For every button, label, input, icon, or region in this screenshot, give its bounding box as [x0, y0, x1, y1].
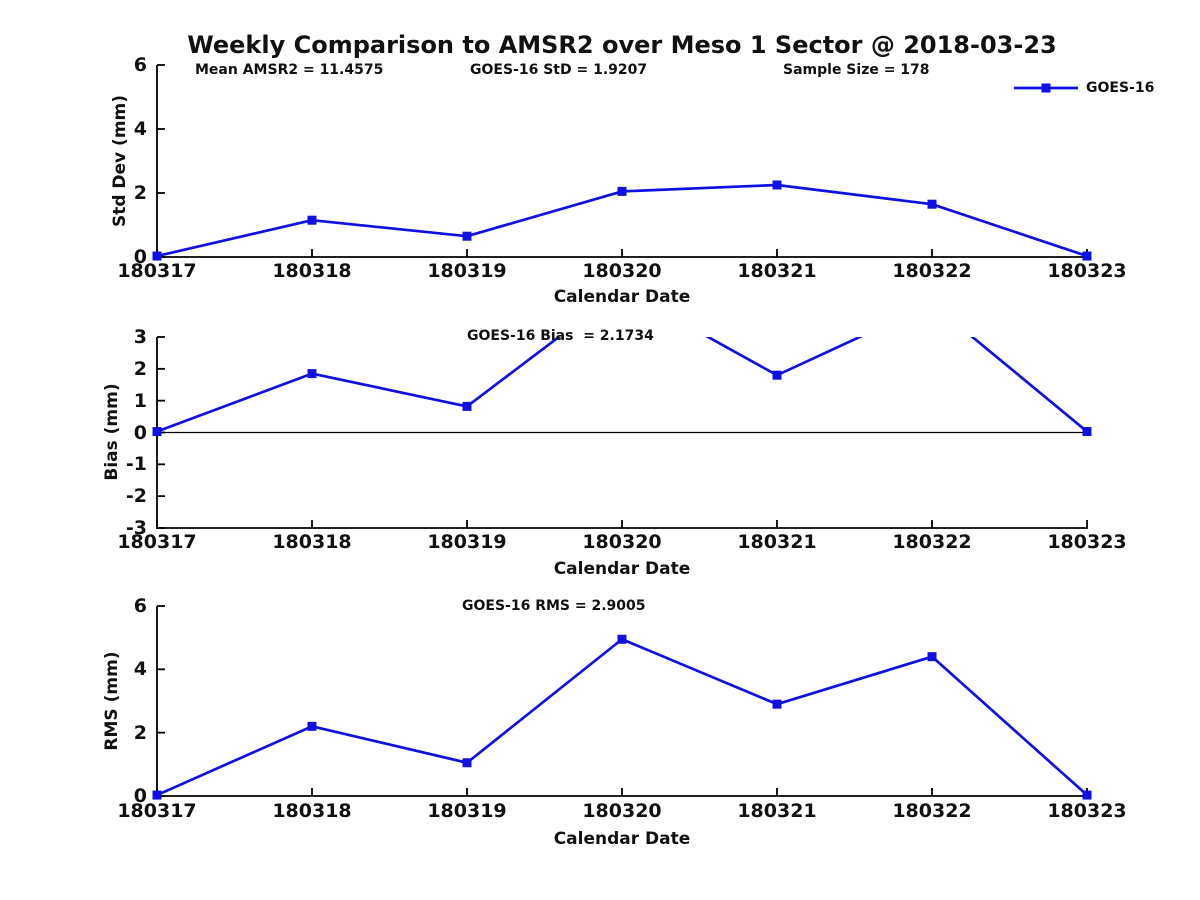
- y-axis-label-std-dev: Std Dev (mm): [110, 94, 130, 228]
- x-tick-label: 180323: [1047, 260, 1127, 282]
- data-marker: [617, 634, 627, 644]
- data-marker: [927, 199, 937, 209]
- data-marker: [462, 231, 472, 241]
- data-marker: [152, 790, 162, 800]
- x-tick-label: 180323: [1047, 531, 1127, 553]
- y-tick-label: 6: [133, 54, 147, 76]
- y-tick-label: 2: [133, 182, 147, 204]
- y-tick-label: 4: [133, 118, 147, 140]
- x-tick-label: 180322: [892, 531, 972, 553]
- data-marker: [462, 758, 472, 768]
- x-tick-label: 180318: [272, 800, 352, 822]
- y-tick-label: 3: [133, 326, 147, 348]
- x-tick-label: 180322: [892, 800, 972, 822]
- data-marker: [1082, 427, 1092, 437]
- data-line-goes16: [156, 337, 1088, 433]
- x-tick-label: 180321: [737, 531, 817, 553]
- y-tick-label: 0: [133, 246, 147, 268]
- x-tick-label: 180319: [427, 531, 507, 553]
- x-tick-label: 180320: [582, 531, 662, 553]
- x-tick-label: 180318: [272, 260, 352, 282]
- x-tick-label: 180320: [582, 800, 662, 822]
- y-tick-label: 1: [133, 389, 147, 412]
- data-marker: [307, 721, 317, 731]
- data-marker: [772, 180, 782, 190]
- x-tick-label: 180317: [117, 800, 197, 822]
- y-tick-label: 4: [133, 658, 147, 681]
- annotation-goes16-rms: GOES-16 RMS = 2.9005: [462, 598, 646, 614]
- y-tick-label: 2: [133, 721, 147, 744]
- data-line-goes16: [156, 637, 1088, 797]
- y-tick-label: 2: [133, 357, 147, 380]
- x-tick-label: 180323: [1047, 800, 1127, 822]
- x-tick-label: 180318: [272, 531, 352, 553]
- y-tick-label: -2: [125, 485, 147, 508]
- data-marker: [772, 370, 782, 380]
- x-axis-label-calendar-date-1: Calendar Date: [553, 287, 691, 307]
- x-tick-label: 180321: [737, 260, 817, 282]
- data-marker: [307, 215, 317, 225]
- y-tick-label: 6: [133, 595, 147, 617]
- annotation-goes16-std: GOES-16 StD = 1.9207: [470, 62, 648, 78]
- y-tick-label: 0: [133, 421, 147, 444]
- y-tick-label: 0: [133, 785, 147, 807]
- data-marker: [152, 251, 162, 261]
- x-tick-label: 180319: [427, 800, 507, 822]
- x-axis-label-calendar-date-3: Calendar Date: [553, 829, 691, 849]
- annotation-goes16-bias: GOES-16 Bias = 2.1734: [467, 328, 654, 344]
- x-axis-label-calendar-date-2: Calendar Date: [553, 559, 691, 579]
- data-marker: [617, 186, 627, 196]
- annotation-mean-amsr2: Mean AMSR2 = 11.4575: [195, 62, 384, 78]
- x-tick-label: 180317: [117, 531, 197, 553]
- legend-marker-sample: [1041, 83, 1051, 93]
- x-tick-label: 180320: [582, 260, 662, 282]
- data-marker: [1082, 251, 1092, 261]
- legend-label-goes16: GOES-16: [1086, 80, 1155, 96]
- y-tick-label: -3: [125, 517, 147, 539]
- data-marker: [772, 699, 782, 709]
- x-tick-label: 180322: [892, 260, 972, 282]
- x-tick-label: 180321: [737, 800, 817, 822]
- x-tick-label: 180317: [117, 260, 197, 282]
- data-marker: [1082, 790, 1092, 800]
- data-marker: [307, 369, 317, 379]
- y-tick-label: -1: [125, 453, 147, 476]
- annotation-sample-size: Sample Size = 178: [783, 62, 930, 78]
- chart-title: Weekly Comparison to AMSR2 over Meso 1 S…: [187, 31, 1057, 59]
- data-marker: [927, 652, 937, 662]
- x-tick-label: 180319: [427, 260, 507, 282]
- data-marker: [152, 427, 162, 437]
- data-marker: [462, 401, 472, 411]
